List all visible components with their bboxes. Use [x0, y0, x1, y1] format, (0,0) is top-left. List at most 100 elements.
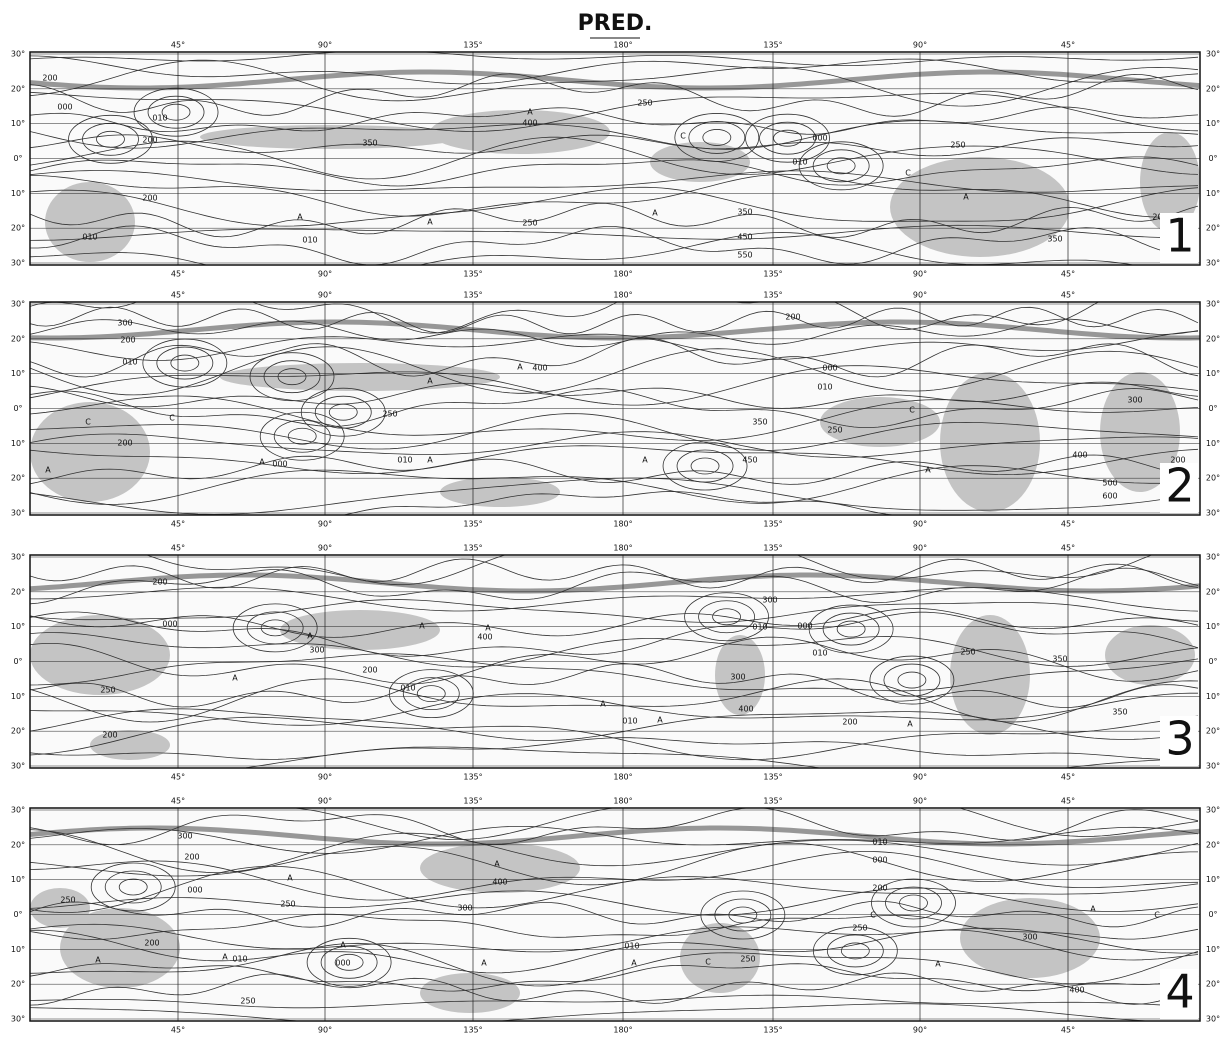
longitude-label: 45°	[171, 291, 185, 300]
latitude-label: 20°	[11, 474, 25, 483]
contour-label: 250	[240, 997, 255, 1006]
contour-label: A	[427, 456, 433, 465]
contour-label: 010	[152, 114, 167, 123]
contour-label: 000	[872, 856, 887, 865]
latitude-label: 0°	[1208, 910, 1217, 919]
longitude-label: 90°	[913, 270, 927, 279]
contour-label: 300	[1127, 396, 1142, 405]
contour-label: 010	[792, 158, 807, 167]
contour-label: A	[963, 193, 969, 202]
latitude-label: 30°	[1206, 300, 1220, 309]
latitude-label: 10°	[11, 369, 25, 378]
longitude-label: 45°	[171, 520, 185, 529]
shaded-region	[440, 477, 560, 507]
latitude-label: 0°	[13, 910, 22, 919]
longitude-label: 180°	[613, 520, 632, 529]
contour-label: 000	[57, 103, 72, 112]
contour-label: 250	[852, 924, 867, 933]
longitude-label: 180°	[613, 1026, 632, 1035]
latitude-label: 10°	[1206, 945, 1220, 954]
contour-label: 200	[142, 194, 157, 203]
figure: PRED. 30°30°20°20°10°10°0°0°10°10°20°20°…	[0, 0, 1229, 1038]
contour-label: 250	[950, 141, 965, 150]
contour-label: A	[427, 218, 433, 227]
contour-label: C	[905, 169, 911, 178]
longitude-label: 135°	[763, 773, 782, 782]
contour-label: 010	[122, 358, 137, 367]
contour-label: 010	[232, 955, 247, 964]
longitude-label: 135°	[763, 270, 782, 279]
contour-label: 000	[812, 134, 827, 143]
latitude-label: 10°	[1206, 439, 1220, 448]
contour-label: 010	[812, 649, 827, 658]
contour-label: 300	[177, 832, 192, 841]
latitude-label: 30°	[1206, 509, 1220, 518]
contour-label: 200	[362, 666, 377, 675]
contour-label: C	[705, 958, 711, 967]
longitude-label: 135°	[463, 41, 482, 50]
contour-label: 250	[100, 686, 115, 695]
longitude-label: 45°	[1061, 773, 1075, 782]
longitude-label: 90°	[318, 773, 332, 782]
contour-label: 400	[522, 119, 537, 128]
longitude-label: 135°	[763, 291, 782, 300]
longitude-label: 90°	[913, 1026, 927, 1035]
contour-label: 300	[1022, 933, 1037, 942]
contour-label: 350	[1047, 235, 1062, 244]
latitude-label: 10°	[1206, 119, 1220, 128]
longitude-label: 45°	[1061, 544, 1075, 553]
latitude-label: 10°	[1206, 189, 1220, 198]
longitude-label: 90°	[318, 41, 332, 50]
longitude-label: 45°	[171, 773, 185, 782]
map-panel	[30, 536, 1200, 779]
contour-label: 300	[762, 596, 777, 605]
latitude-label: 20°	[11, 84, 25, 93]
latitude-label: 30°	[11, 300, 25, 309]
longitude-label: 180°	[613, 270, 632, 279]
contour-label: A	[481, 959, 487, 968]
latitude-label: 30°	[1206, 259, 1220, 268]
map-panel	[30, 794, 1200, 1026]
latitude-label: 10°	[11, 439, 25, 448]
contour-label: 200	[42, 74, 57, 83]
latitude-label: 20°	[1206, 84, 1220, 93]
contour-label: A	[307, 632, 313, 641]
panel-number: 2	[1165, 459, 1194, 513]
shaded-region	[220, 363, 500, 391]
contour-label: C	[169, 414, 175, 423]
contour-label: C	[909, 406, 915, 415]
longitude-label: 90°	[318, 797, 332, 806]
longitude-label: 45°	[1061, 1026, 1075, 1035]
contour-label: 400	[492, 878, 507, 887]
longitude-label: 90°	[318, 270, 332, 279]
contour-label: 010	[82, 233, 97, 242]
latitude-label: 30°	[1206, 50, 1220, 59]
contour-label: 010	[817, 383, 832, 392]
contour-label: 200	[102, 731, 117, 740]
latitude-label: 20°	[11, 727, 25, 736]
contour-label: 500	[1102, 479, 1117, 488]
latitude-label: 20°	[11, 334, 25, 343]
contour-label: C	[1154, 911, 1160, 920]
contour-label: 450	[742, 456, 757, 465]
latitude-label: 30°	[11, 1015, 25, 1024]
latitude-label: 30°	[11, 762, 25, 771]
contour-label: 010	[872, 838, 887, 847]
contour-label: A	[527, 108, 533, 117]
contour-label: 200	[184, 853, 199, 862]
latitude-label: 0°	[1208, 657, 1217, 666]
contour-label: A	[494, 860, 500, 869]
latitude-label: 30°	[11, 806, 25, 815]
longitude-label: 45°	[171, 41, 185, 50]
contour-label: 010	[397, 456, 412, 465]
latitude-label: 30°	[1206, 762, 1220, 771]
latitude-label: 20°	[1206, 587, 1220, 596]
contour-label: C	[870, 911, 876, 920]
longitude-label: 90°	[913, 520, 927, 529]
contour-label: 010	[624, 942, 639, 951]
latitude-label: 10°	[1206, 875, 1220, 884]
latitude-label: 20°	[11, 224, 25, 233]
contour-label: 250	[827, 426, 842, 435]
latitude-label: 30°	[11, 50, 25, 59]
contour-label: A	[907, 720, 913, 729]
